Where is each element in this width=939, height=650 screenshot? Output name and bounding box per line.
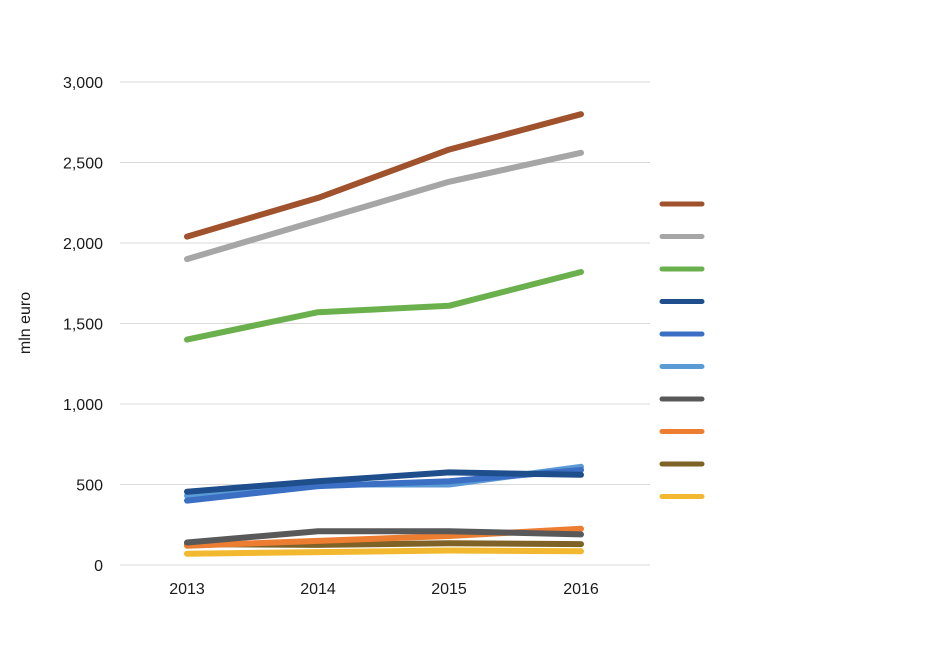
- series-line-7: [184, 528, 584, 546]
- y-axis-title: mln euro: [17, 292, 34, 354]
- series-line-10: [184, 547, 584, 557]
- series-line-2: [184, 149, 584, 263]
- x-tick-label: 2016: [563, 581, 599, 598]
- y-tick-label: 1,000: [63, 397, 103, 414]
- y-tick-label: 3,000: [63, 75, 103, 92]
- y-tick-label: 500: [76, 478, 103, 495]
- y-axis-tick-labels: 0 500 1,000 1,500 2,000 2,500 3,000: [63, 75, 103, 575]
- series-line-3: [184, 269, 584, 343]
- y-tick-label: 1,500: [63, 317, 103, 334]
- x-tick-label: 2014: [300, 581, 336, 598]
- x-axis-tick-labels: 2013 2014 2015 2016: [169, 581, 599, 598]
- legend: [659, 201, 705, 499]
- grid-lines: [120, 81, 650, 566]
- series-lines: [184, 111, 584, 557]
- x-tick-label: 2013: [169, 581, 205, 598]
- series-line-1: [184, 111, 584, 240]
- x-tick-label: 2015: [431, 581, 467, 598]
- y-tick-label: 2,000: [63, 236, 103, 253]
- y-tick-label: 0: [94, 558, 103, 575]
- series-line-4: [184, 469, 584, 495]
- y-tick-label: 2,500: [63, 156, 103, 173]
